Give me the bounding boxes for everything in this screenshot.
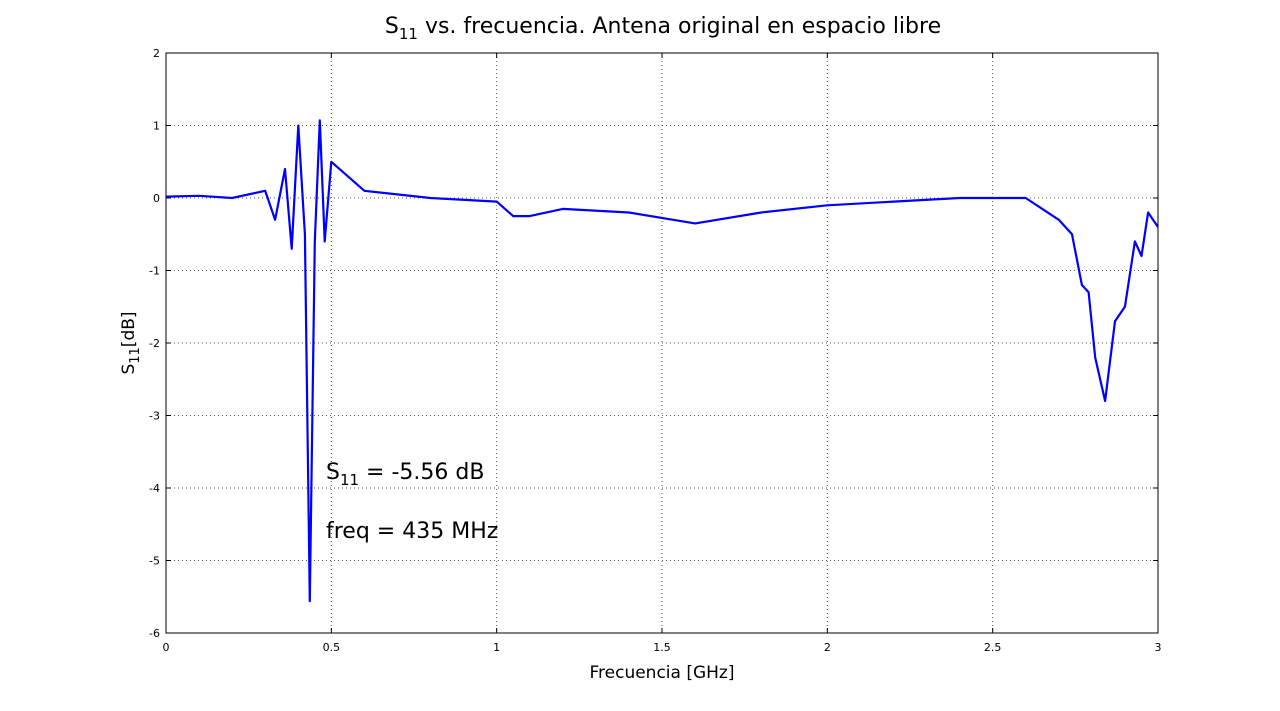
axis-ticks: 0 0.5 1 1.5 2 2.5 3 2 1 0 -1 -2 -3 -4 -5 -6: [149, 47, 1161, 654]
s11-curve: [165, 119, 1159, 603]
y-tick-label: -4: [149, 482, 160, 495]
x-tick-label: 0: [163, 641, 170, 654]
x-tick-label: 1.5: [653, 641, 671, 654]
y-tick-label: -3: [149, 410, 160, 423]
y-tick-label: -5: [149, 555, 160, 568]
y-tick-label: -2: [149, 337, 160, 350]
y-tick-label: 1: [153, 120, 160, 133]
y-tick-label: -1: [149, 265, 160, 278]
y-tick-label: 0: [153, 192, 160, 205]
x-tick-label: 2.5: [984, 641, 1002, 654]
y-tick-label: -6: [149, 627, 160, 640]
y-axis-label: S11[dB]: [119, 311, 143, 374]
x-tick-label: 2: [824, 641, 831, 654]
annotation-freq: freq = 435 MHz: [326, 519, 498, 544]
x-axis-label: Frecuencia [GHz]: [589, 663, 734, 683]
grid: [166, 53, 1158, 633]
x-tick-label: 1: [493, 641, 500, 654]
chart-title: S11 vs. frecuencia. Antena original en e…: [385, 14, 941, 43]
x-tick-label: 3: [1155, 641, 1162, 654]
x-tick-label: 0.5: [323, 641, 341, 654]
y-tick-label: 2: [153, 47, 160, 60]
annotation-s11: S11 = -5.56 dB: [326, 460, 484, 489]
